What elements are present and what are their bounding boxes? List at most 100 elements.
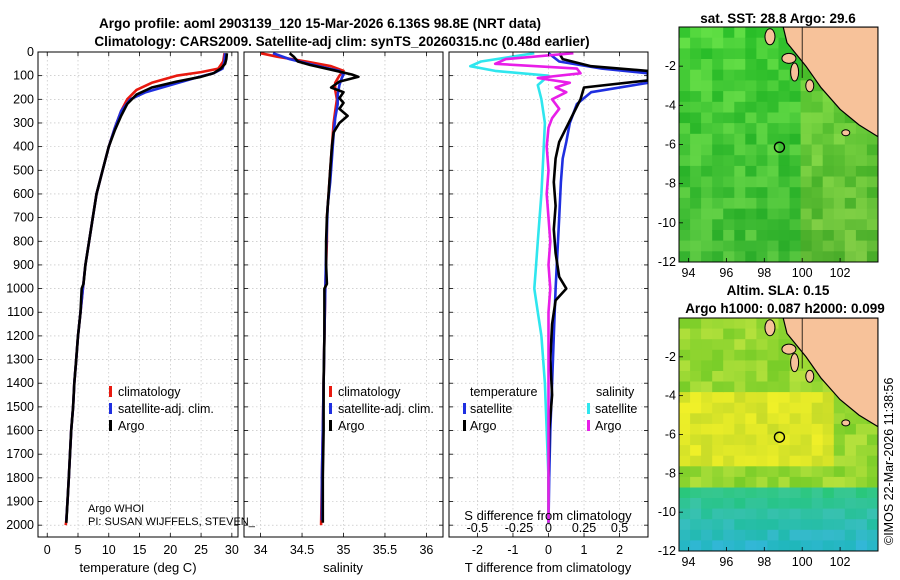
difference-profile-panel: -2 -1 0 1 2 -0.5 -0.25 0 0.25 0.5 — [448, 51, 649, 557]
map-cell — [767, 371, 780, 383]
series-group — [64, 52, 229, 526]
map-cell — [723, 101, 735, 114]
y-tick-label: -6 — [665, 428, 676, 442]
map-cell — [789, 176, 802, 188]
map-cell — [844, 519, 857, 531]
map-cell — [756, 318, 769, 330]
map-cell — [723, 165, 735, 178]
map-cell — [767, 208, 780, 220]
map-cell — [745, 208, 757, 220]
map-cell — [767, 360, 780, 372]
map-cell — [844, 529, 857, 541]
map-cell — [833, 508, 846, 520]
map-cell — [745, 508, 757, 520]
map-cell — [690, 155, 702, 167]
map-cell — [701, 434, 713, 446]
map-cell — [690, 59, 702, 71]
map-cell — [745, 91, 757, 103]
map-cell — [778, 540, 791, 551]
map-cell — [855, 423, 868, 436]
map-cell — [811, 466, 824, 478]
map-cell — [811, 508, 824, 520]
map-cell — [778, 445, 791, 457]
x-tick-label: 100 — [792, 266, 813, 280]
series-group — [260, 52, 360, 526]
map-cell — [745, 133, 757, 146]
legend-satellite-label: satellite-adj. clim. — [118, 402, 214, 416]
island — [790, 62, 800, 82]
map-cell — [833, 487, 846, 499]
y-tick-label: -12 — [658, 255, 676, 269]
map-cell — [778, 487, 791, 499]
map-cell — [723, 371, 735, 383]
map-cell — [789, 476, 802, 489]
map-cell — [789, 197, 802, 210]
map-cell — [712, 80, 724, 92]
map-cell — [701, 133, 713, 146]
map-cell — [712, 508, 724, 520]
map-cell — [800, 165, 813, 178]
map-cell — [866, 476, 878, 489]
y-tick-label: 1300 — [6, 353, 34, 367]
map-cell — [778, 230, 791, 242]
map-cell — [767, 413, 780, 425]
legend-satellite-swatch — [329, 403, 332, 414]
x-tick-label: 34.5 — [290, 543, 314, 557]
map-cell — [712, 155, 724, 167]
map-cell — [778, 498, 791, 510]
map-cell — [701, 529, 713, 541]
map-cell — [811, 112, 824, 124]
map-cell — [734, 176, 746, 188]
map-cell — [767, 476, 780, 489]
map-cell — [690, 197, 702, 210]
map-cell — [767, 445, 780, 457]
map-cell — [745, 144, 757, 156]
map-cell — [844, 498, 857, 510]
map-cell — [679, 112, 691, 124]
map-cell — [822, 455, 835, 467]
map-cell — [789, 101, 802, 114]
map-cell — [811, 144, 824, 156]
map-cell — [855, 197, 868, 210]
map-cell — [822, 413, 835, 425]
x-tick-label: 96 — [719, 266, 733, 280]
map-cell — [734, 37, 746, 49]
map-cell — [745, 187, 757, 199]
map-cell — [756, 80, 769, 92]
map-cell — [833, 133, 846, 146]
map-cell — [756, 197, 769, 210]
map-cell — [767, 80, 780, 92]
map-cell — [789, 529, 802, 541]
legend-temp-argo-label: Argo — [470, 419, 496, 433]
map-cell — [767, 144, 780, 156]
map-cell — [855, 219, 868, 231]
map-cell — [866, 133, 878, 146]
map-cell — [866, 487, 878, 499]
map-cell — [756, 423, 769, 436]
y-tick-label: -2 — [665, 59, 676, 73]
map-cell — [789, 133, 802, 146]
map-cell — [844, 455, 857, 467]
map-cell — [811, 240, 824, 252]
map-cell — [756, 349, 769, 361]
map-cell — [855, 208, 868, 220]
map-cell — [778, 176, 791, 188]
map-cell — [701, 413, 713, 425]
map-cell — [701, 339, 713, 351]
series-line-salinity-satellite — [469, 52, 550, 523]
map-cell — [789, 144, 802, 156]
map-cell — [866, 197, 878, 210]
y-tick-label: 1900 — [6, 495, 34, 509]
map-cell — [712, 498, 724, 510]
map-cell — [756, 466, 769, 478]
map-cell — [679, 381, 691, 393]
map-cell — [767, 519, 780, 531]
map-cell — [778, 165, 791, 178]
map-cell — [690, 371, 702, 383]
argo-source-label: Argo WHOI — [88, 503, 144, 515]
y-tick-label: 100 — [13, 69, 34, 83]
map-cell — [822, 540, 835, 551]
map-cell — [811, 371, 824, 383]
map-cell — [778, 519, 791, 531]
map-cell — [833, 519, 846, 531]
